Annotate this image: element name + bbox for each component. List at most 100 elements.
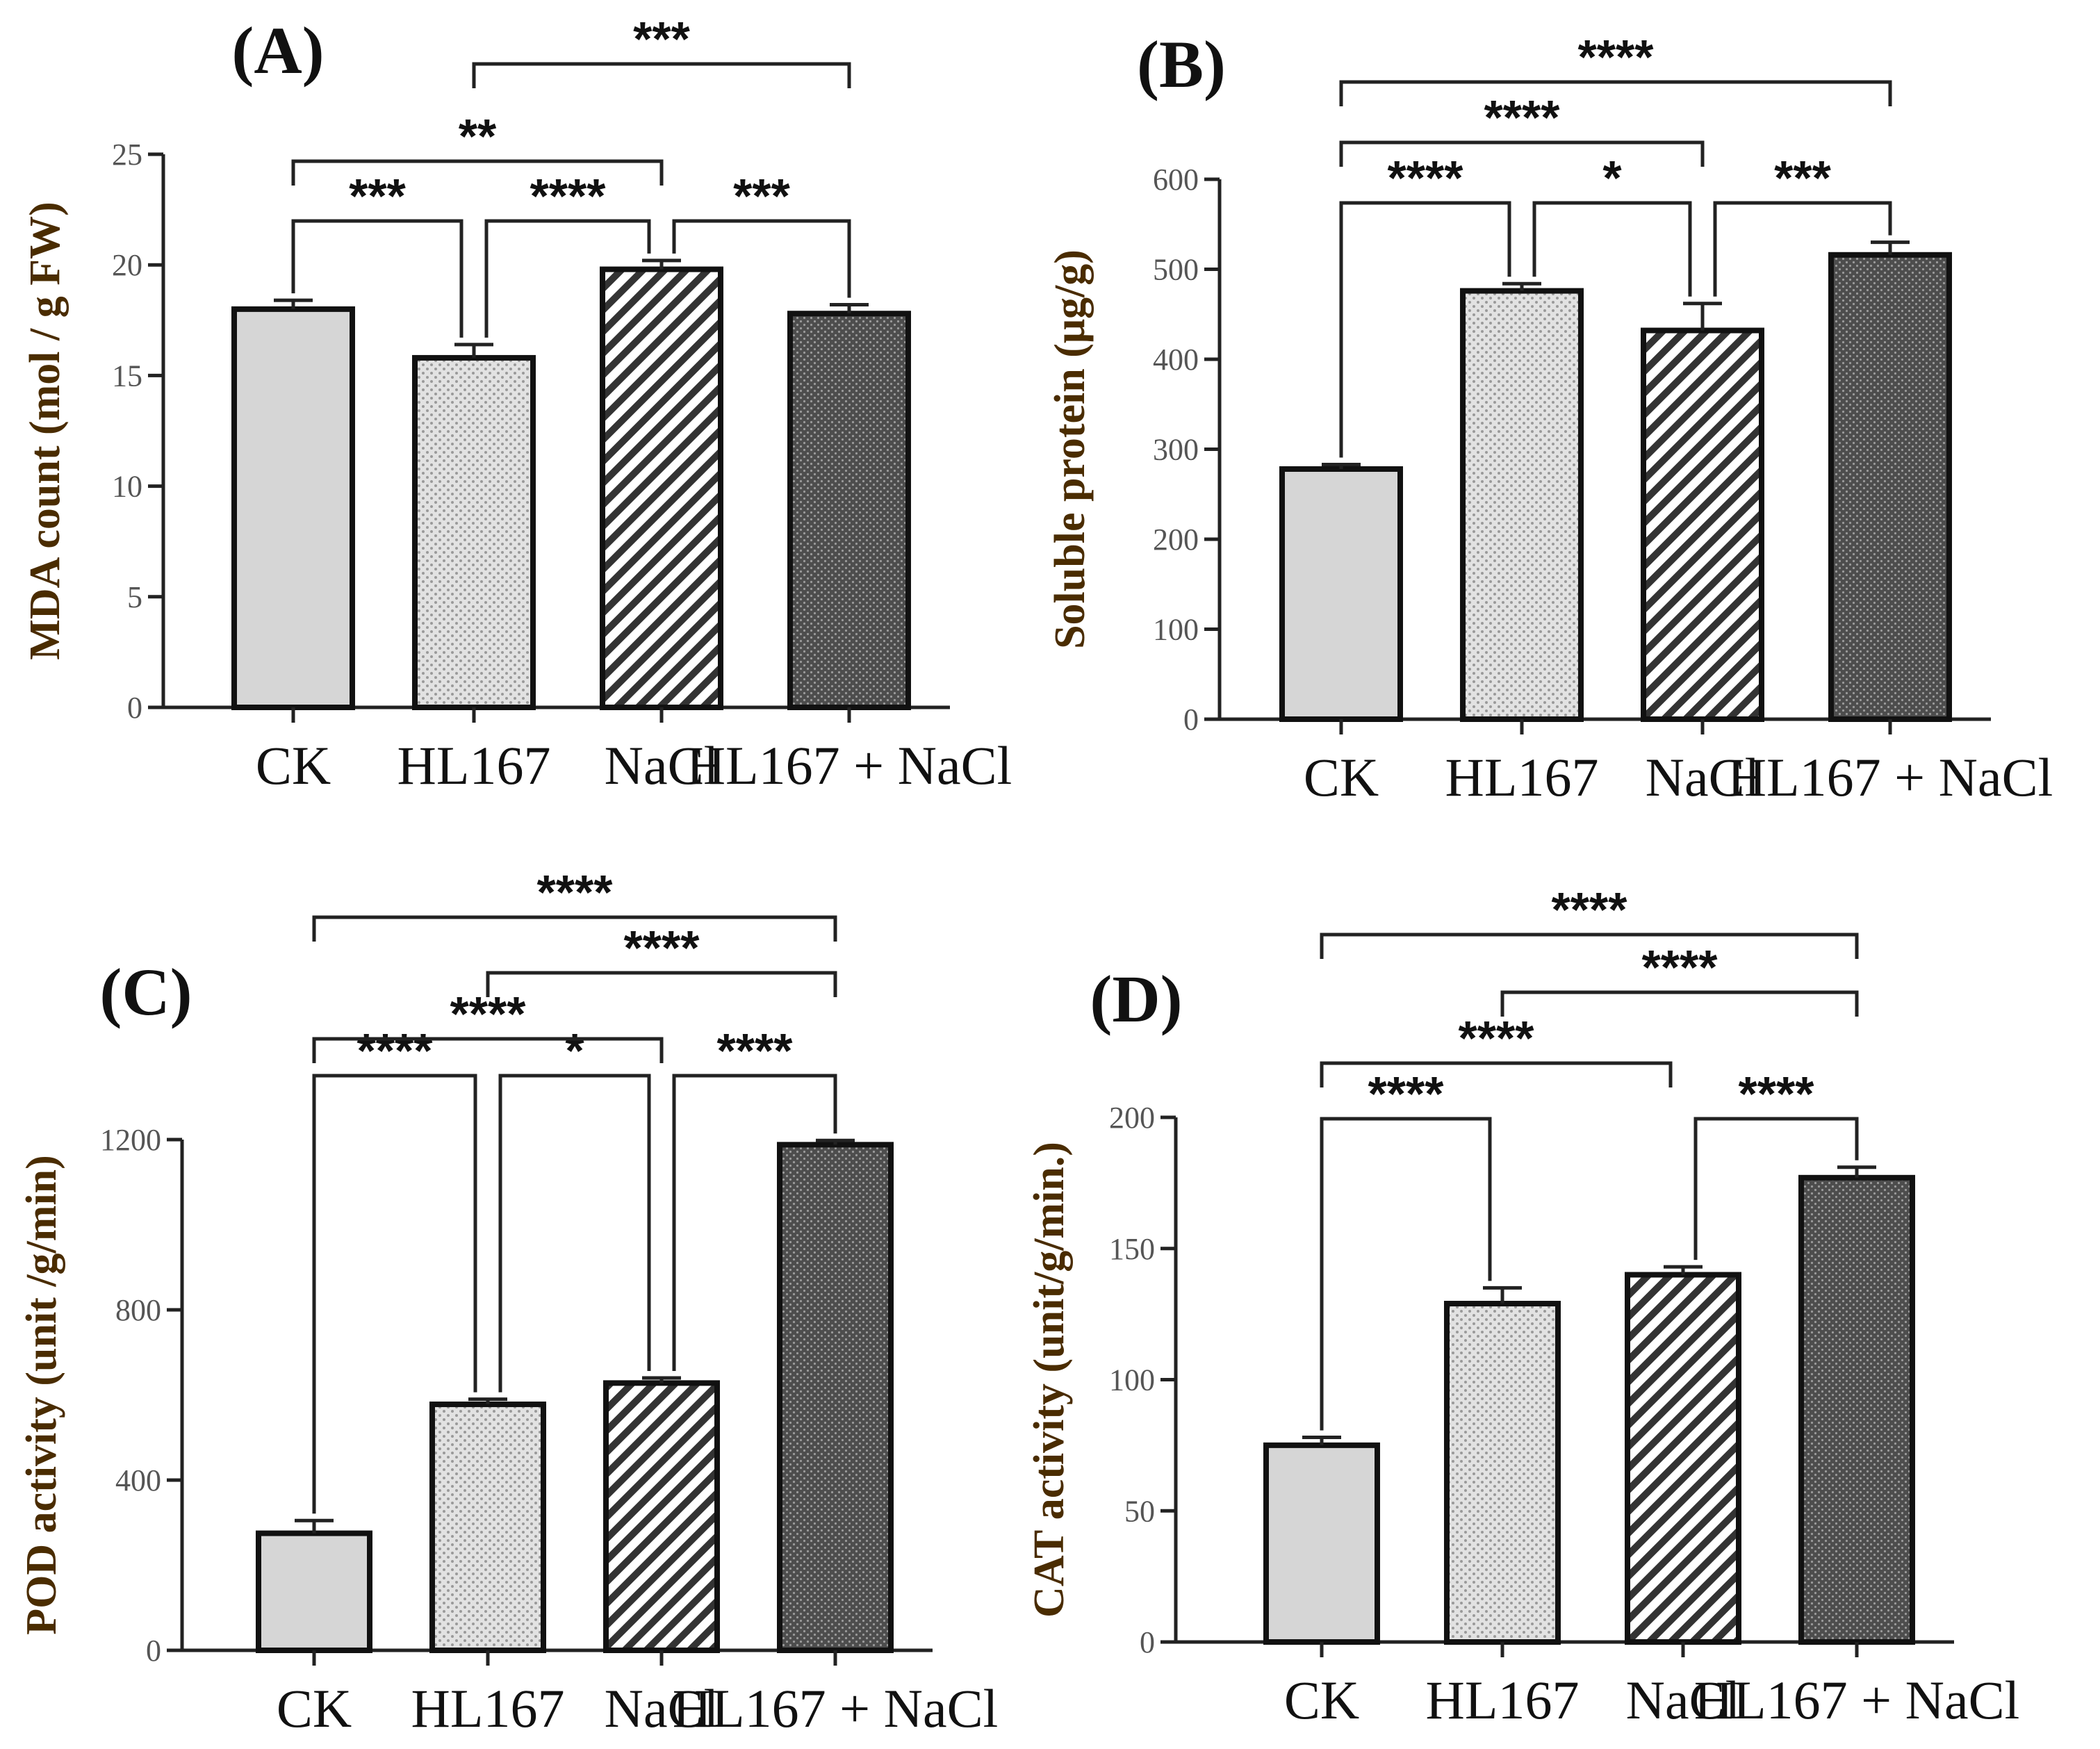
bar-ck: [256, 1530, 372, 1653]
significance-bracket: [1339, 201, 1511, 458]
y-tick-label: 600: [1153, 163, 1199, 197]
significance-bracket: [312, 1037, 664, 1063]
significance-label: ****: [1739, 1067, 1815, 1121]
x-tick-label-nacl: NaCl: [605, 735, 719, 796]
y-tick-label: 1200: [100, 1123, 161, 1157]
significance-bracket: [291, 219, 464, 338]
x-tick-label-nacl: NaCl: [1626, 1670, 1741, 1730]
x-tick-label-ck: CK: [256, 735, 331, 796]
x-tick-label-hl167: HL167: [1426, 1670, 1580, 1730]
x-tick-label-hl167-nacl: HL167 + NaCl: [673, 1678, 999, 1739]
significance-bracket: [1532, 201, 1692, 297]
significance-label: ****: [530, 169, 607, 223]
significance-bracket: [1339, 80, 1892, 106]
bar-nacl: [600, 266, 723, 710]
significance-bracket: [672, 1074, 837, 1371]
y-axis-label: CAT activity (unit/g/min.): [1026, 1142, 1073, 1618]
significance-bracket: [672, 219, 851, 298]
significance-label: ****: [357, 1024, 434, 1078]
bar-ck: [1263, 1442, 1380, 1645]
panel-a-mda: (A) 0 5 10 15 20 25 MDA count (mol / g FW) CK HL1…: [22, 12, 1012, 796]
significance-label: ****: [1552, 882, 1628, 937]
significance-bracket: [486, 971, 837, 997]
panel-label: (B): [1137, 27, 1226, 101]
significance-bracket: [1320, 1117, 1492, 1431]
significance-label: ***: [349, 169, 406, 223]
bar-hl167-nacl: [777, 1142, 894, 1653]
significance-bracket: [1500, 990, 1859, 1017]
significance-label: ****: [1484, 90, 1561, 145]
panel-label: (D): [1090, 962, 1182, 1036]
y-tick-label: 150: [1109, 1232, 1155, 1266]
y-tick-label: 10: [112, 470, 142, 504]
significance-label: ***: [1774, 151, 1831, 205]
significance-label: ****: [537, 865, 614, 919]
bar-hl167: [1460, 288, 1584, 722]
x-tick-label-hl167: HL167: [397, 735, 551, 796]
significance-label: **: [459, 109, 497, 163]
significance-label: ****: [1459, 1011, 1535, 1065]
y-tick-label: 400: [115, 1463, 161, 1497]
x-tick-label-hl167-nacl: HL167 + NaCl: [1694, 1670, 2020, 1730]
panel-label: (A): [231, 13, 324, 88]
bar-hl167-nacl: [1828, 252, 1952, 722]
significance-label: ***: [733, 169, 790, 223]
significance-bracket: [1320, 1061, 1673, 1087]
x-tick-label-hl167-nacl: HL167 + NaCl: [1728, 747, 2053, 807]
significance-label: ****: [1368, 1067, 1445, 1121]
significance-label: ****: [1578, 30, 1655, 84]
bar-hl167-nacl: [787, 311, 911, 710]
y-tick-label: 5: [127, 580, 142, 614]
x-tick-label-hl167: HL167: [1445, 747, 1599, 807]
y-tick-label: 800: [115, 1293, 161, 1327]
bar-nacl: [1641, 327, 1764, 722]
significance-bracket: [291, 159, 664, 186]
y-tick-label: 200: [1109, 1101, 1155, 1135]
significance-bracket: [472, 62, 851, 88]
significance-bracket: [312, 1074, 477, 1514]
y-tick-label: 100: [1109, 1363, 1155, 1397]
y-axis-label: MDA count (mol / g FW): [22, 202, 69, 660]
x-tick-label-nacl: NaCl: [605, 1678, 719, 1739]
y-axis-label: POD activity (unit /g/min): [18, 1155, 65, 1635]
significance-bracket: [312, 915, 837, 942]
bar-nacl: [603, 1380, 720, 1653]
y-tick-label: 25: [112, 138, 142, 172]
significance-bracket: [1320, 933, 1859, 959]
y-tick-label: 50: [1124, 1494, 1155, 1528]
significance-label: ****: [624, 921, 700, 975]
significance-bracket: [484, 219, 651, 338]
bar-hl167: [1444, 1301, 1561, 1645]
y-tick-label: 15: [112, 359, 142, 393]
y-tick-label: 200: [1153, 523, 1199, 557]
bar-hl167: [412, 354, 536, 710]
significance-bracket: [498, 1074, 651, 1393]
x-tick-label-ck: CK: [277, 1678, 352, 1739]
x-tick-label-nacl: NaCl: [1646, 747, 1760, 807]
y-tick-label: 0: [146, 1634, 161, 1668]
significance-bracket: [1693, 1117, 1859, 1261]
y-tick-label: 400: [1153, 343, 1199, 377]
panel-b-soluble-protein: (B) 0 100 200 300 400 500 600 Soluble protein (μ…: [1047, 27, 2053, 807]
panel-c-pod: (C) 0 400 800 1200 POD activity (unit /g/min)…: [18, 865, 998, 1739]
bar-ck: [231, 306, 355, 710]
significance-bracket: [1713, 201, 1892, 297]
y-tick-label: 300: [1153, 433, 1199, 467]
significance-bracket: [1339, 140, 1705, 167]
significance-label: ****: [1642, 940, 1718, 994]
y-tick-label: 0: [1140, 1625, 1155, 1659]
y-tick-label: 0: [1183, 703, 1199, 737]
x-tick-label-hl167: HL167: [411, 1678, 565, 1739]
significance-label: *: [1602, 151, 1622, 205]
significance-label: ****: [717, 1024, 794, 1078]
y-tick-label: 0: [127, 691, 142, 725]
x-tick-label-ck: CK: [1284, 1670, 1359, 1730]
bar-hl167-nacl: [1798, 1174, 1915, 1645]
x-tick-label-ck: CK: [1304, 747, 1379, 807]
y-tick-label: 100: [1153, 613, 1199, 647]
bar-nacl: [1625, 1272, 1741, 1645]
y-axis-label: Soluble protein (μg/g): [1047, 249, 1094, 649]
y-tick-label: 20: [112, 248, 142, 282]
bar-hl167: [429, 1401, 546, 1653]
